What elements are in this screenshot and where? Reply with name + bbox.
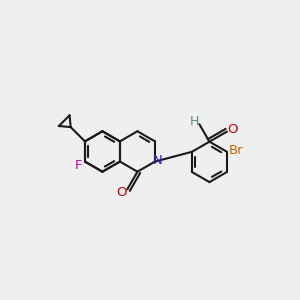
Text: O: O: [227, 123, 238, 136]
Text: O: O: [117, 186, 127, 199]
Text: N: N: [153, 154, 163, 166]
Text: H: H: [190, 115, 200, 128]
Text: F: F: [75, 159, 83, 172]
Text: Br: Br: [229, 144, 243, 157]
